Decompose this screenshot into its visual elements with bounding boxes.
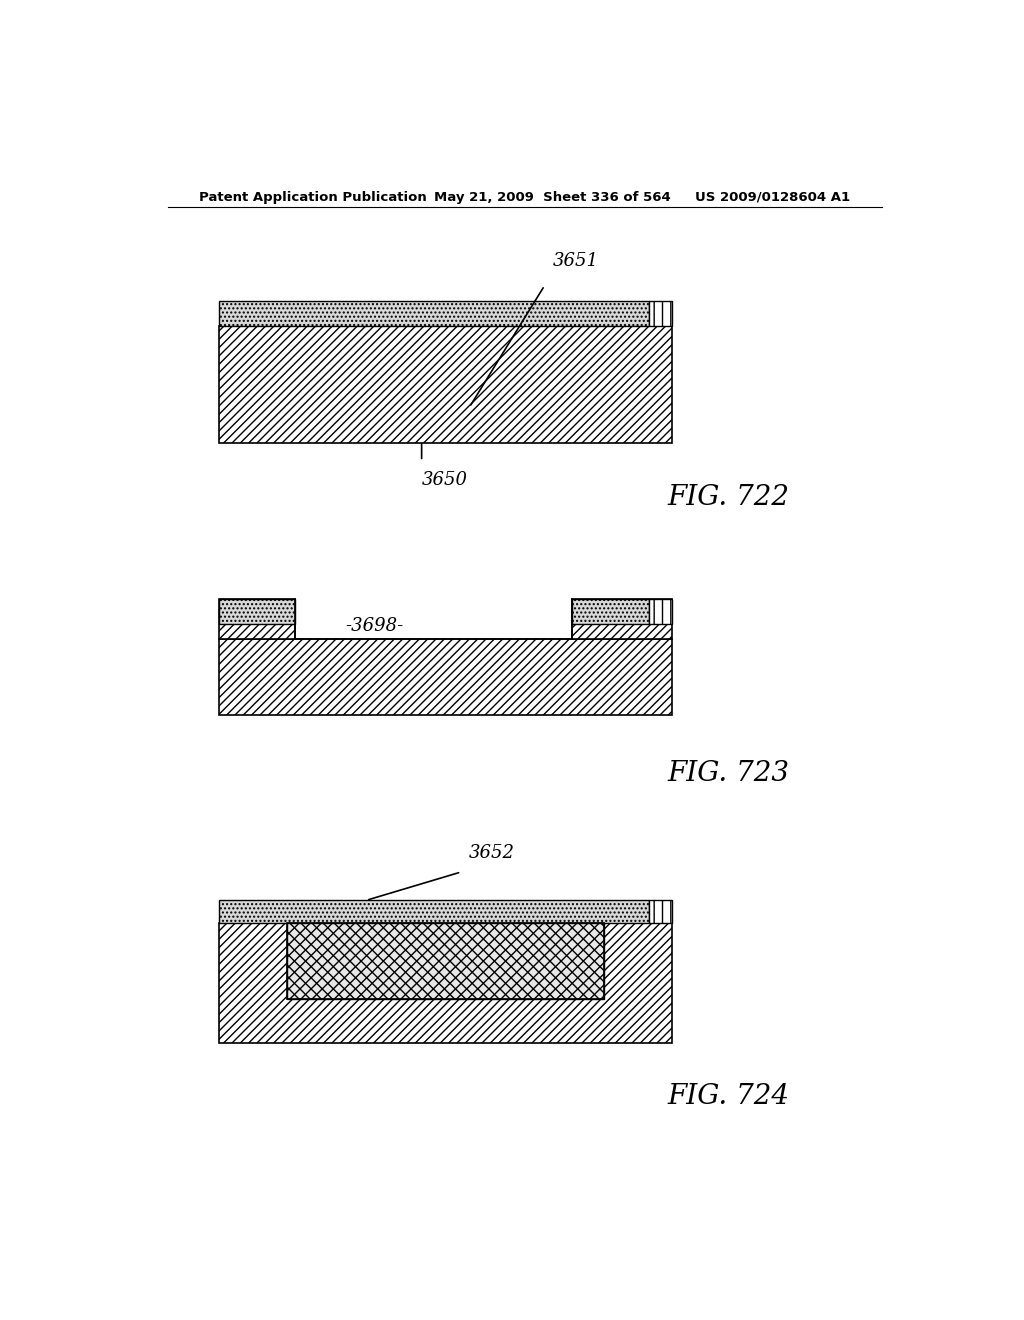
Text: -3698-: -3698- xyxy=(345,616,403,635)
Bar xyxy=(219,598,295,624)
Bar xyxy=(219,639,672,715)
Text: FIG. 722: FIG. 722 xyxy=(668,483,790,511)
Bar xyxy=(649,900,672,923)
Text: May 21, 2009  Sheet 336 of 564: May 21, 2009 Sheet 336 of 564 xyxy=(433,191,671,203)
Bar xyxy=(572,598,649,624)
Bar xyxy=(219,598,295,639)
Bar xyxy=(572,598,672,639)
Bar xyxy=(287,923,604,999)
Text: 3652: 3652 xyxy=(469,843,515,862)
Bar xyxy=(287,923,604,999)
Text: FIG. 723: FIG. 723 xyxy=(668,760,790,787)
Bar xyxy=(649,301,672,326)
Text: FIG. 724: FIG. 724 xyxy=(668,1084,790,1110)
Bar xyxy=(219,900,649,923)
Bar xyxy=(649,598,672,624)
Text: US 2009/0128604 A1: US 2009/0128604 A1 xyxy=(695,191,851,203)
Bar xyxy=(219,326,672,444)
Bar xyxy=(287,923,604,999)
Text: 3650: 3650 xyxy=(422,471,468,490)
Text: Patent Application Publication: Patent Application Publication xyxy=(200,191,427,203)
Text: 3651: 3651 xyxy=(553,252,599,271)
Bar xyxy=(219,923,672,1043)
Bar xyxy=(219,301,649,326)
